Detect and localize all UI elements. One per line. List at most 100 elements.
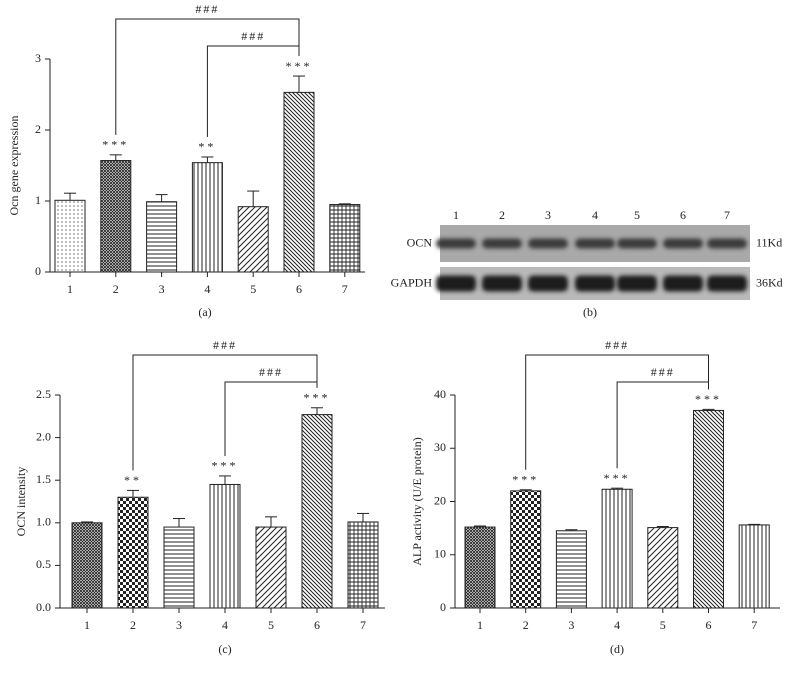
blot-band <box>482 238 522 249</box>
comparison-bracket <box>224 381 318 456</box>
caption: (c) <box>218 642 231 656</box>
x-tick-label: 1 <box>477 618 483 632</box>
y-axis-label: ALP activity (U/E protein) <box>410 437 424 566</box>
blot-band <box>528 275 568 292</box>
y-tick-label: 0 <box>440 600 446 614</box>
bar <box>146 201 178 273</box>
y-tick-label: 1.0 <box>36 515 51 529</box>
comparison-label: ### <box>213 338 237 352</box>
bar <box>209 483 241 609</box>
lane-label: 6 <box>680 208 686 222</box>
bar <box>71 522 103 609</box>
y-tick-label: 30 <box>434 440 446 454</box>
significance-mark: ** <box>124 473 142 487</box>
bar <box>283 91 315 273</box>
x-tick-label: 7 <box>360 618 366 632</box>
y-axis-label: OCN intensity <box>14 467 28 537</box>
bar <box>191 162 223 273</box>
y-tick-label: 20 <box>434 493 446 507</box>
significance-mark: *** <box>102 138 129 152</box>
x-tick-label: 5 <box>250 282 256 296</box>
y-axis-label: Ocn gene expression <box>7 116 21 216</box>
bar <box>117 496 149 609</box>
comparison-label: ### <box>195 2 219 16</box>
x-tick-label: 3 <box>568 618 574 632</box>
blot-band <box>528 238 568 249</box>
bar <box>601 488 633 609</box>
x-tick-label: 2 <box>130 618 136 632</box>
bar <box>301 414 333 609</box>
blot-band <box>617 275 657 292</box>
blot-band <box>617 238 657 249</box>
comparison-bracket <box>525 354 709 470</box>
x-tick-label: 7 <box>342 282 348 296</box>
y-tick-label: 1 <box>35 193 41 207</box>
bar <box>510 490 542 609</box>
significance-mark: *** <box>212 459 239 473</box>
x-tick-label: 6 <box>314 618 320 632</box>
comparison-label: ### <box>651 365 675 379</box>
comparison-bracket <box>115 18 300 135</box>
bar <box>163 526 195 609</box>
significance-mark: ** <box>198 140 216 154</box>
x-tick-label: 3 <box>176 618 182 632</box>
x-tick-label: 4 <box>222 618 228 632</box>
bar <box>738 524 770 609</box>
comparison-label: ### <box>259 365 283 379</box>
x-tick-label: 7 <box>751 618 757 632</box>
significance-mark: *** <box>286 59 313 73</box>
x-tick-label: 5 <box>268 618 274 632</box>
x-tick-label: 4 <box>614 618 620 632</box>
x-tick-label: 2 <box>113 282 119 296</box>
comparison-bracket <box>206 45 300 137</box>
x-tick-label: 1 <box>67 282 73 296</box>
lane-label: 3 <box>545 208 551 222</box>
caption: (a) <box>198 305 211 319</box>
significance-mark: *** <box>304 391 331 405</box>
y-tick-label: 40 <box>434 387 446 401</box>
significance-mark: *** <box>604 471 631 485</box>
blot-band <box>663 275 703 292</box>
blot-band <box>707 275 747 292</box>
x-tick-label: 5 <box>660 618 666 632</box>
x-tick-label: 2 <box>523 618 529 632</box>
bar <box>555 530 587 609</box>
x-tick-label: 6 <box>706 618 712 632</box>
blot-band <box>575 238 615 249</box>
y-tick-label: 3 <box>35 51 41 65</box>
y-tick-label: 2 <box>35 122 41 136</box>
x-tick-label: 3 <box>159 282 165 296</box>
bar <box>347 521 379 609</box>
lane-label: 4 <box>592 208 598 222</box>
lane-label: 5 <box>634 208 640 222</box>
x-tick-label: 4 <box>204 282 210 296</box>
significance-mark: *** <box>512 473 539 487</box>
blot-band <box>482 275 522 292</box>
y-tick-label: 2.0 <box>36 429 51 443</box>
bar <box>693 409 724 609</box>
y-tick-label: 10 <box>434 547 446 561</box>
x-tick-label: 6 <box>296 282 302 296</box>
comparison-label: ### <box>241 29 265 43</box>
comparison-label: ### <box>605 338 629 352</box>
size-label: 36Kd <box>756 275 783 289</box>
blot-band <box>436 238 476 249</box>
bar <box>464 526 496 609</box>
y-tick-label: 2.5 <box>36 387 51 401</box>
blot-band <box>436 275 476 292</box>
lane-label: 1 <box>453 208 459 222</box>
lane-label: 7 <box>724 208 730 222</box>
comparison-bracket <box>132 354 318 471</box>
x-tick-label: 1 <box>84 618 90 632</box>
bar <box>647 527 679 609</box>
comparison-bracket <box>616 381 709 469</box>
caption: (b) <box>583 305 597 319</box>
row-label: GAPDH <box>391 275 433 289</box>
significance-mark: *** <box>695 392 722 406</box>
bar <box>54 199 86 273</box>
y-tick-label: 1.5 <box>36 472 51 486</box>
blot-band <box>575 275 615 292</box>
bar <box>255 526 287 609</box>
lane-label: 2 <box>499 208 505 222</box>
y-tick-label: 0.5 <box>36 557 51 571</box>
